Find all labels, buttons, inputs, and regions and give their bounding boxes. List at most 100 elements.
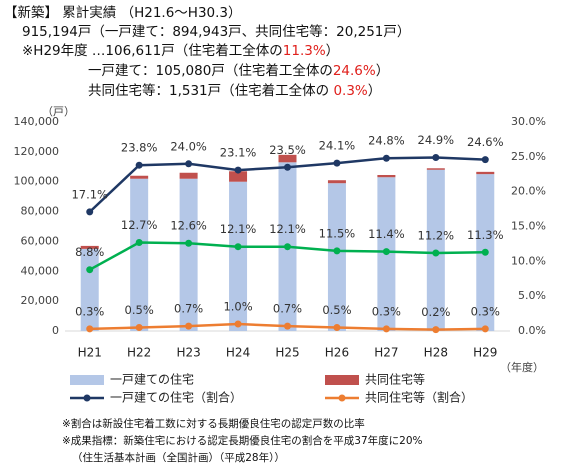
data-label: 23.1% <box>220 146 257 160</box>
x-tick-label: H27 <box>374 346 398 360</box>
header-text: 【新築】 累計実績 （H21.6～H30.3） <box>4 5 242 21</box>
point <box>333 247 341 255</box>
footnote: （住生活基本計画（全国計画）（平成28年）） <box>72 451 285 464</box>
data-label: 24.9% <box>418 133 455 147</box>
data-label: 24.1% <box>319 139 356 153</box>
data-label: 0.5% <box>322 303 351 317</box>
x-tick-label: H23 <box>176 346 200 360</box>
point <box>234 320 242 328</box>
footnote: ※成果指標：新築住宅における認定長期優良住宅の割合を平成37年度に20% <box>62 434 423 447</box>
bar <box>130 175 149 179</box>
data-label: 24.8% <box>368 134 405 148</box>
data-label: 12.1% <box>220 222 257 236</box>
data-label: 0.7% <box>273 302 302 316</box>
header-line: ※H29年度 …106,611戸（住宅着工全体の11.3%） <box>22 42 339 59</box>
point <box>432 154 440 162</box>
y-tick-label: 140,000 <box>14 115 60 128</box>
header-text: ） <box>326 43 340 59</box>
y2-tick-label: 30.0% <box>511 115 546 128</box>
point <box>432 249 440 257</box>
header-line: 915,194戸（一戸建て：894,943戸、共同住宅等：20,251戸） <box>22 23 410 40</box>
point <box>284 163 291 171</box>
bar <box>278 154 297 163</box>
y2-tick-label: 0.0% <box>518 324 546 337</box>
legend-swatch <box>70 375 104 385</box>
bar <box>426 168 445 170</box>
data-label: 0.5% <box>125 303 154 317</box>
header-text: 0.3% <box>333 83 367 99</box>
data-label: 0.3% <box>471 304 500 318</box>
point <box>481 248 489 256</box>
x-axis-title: （年度） <box>500 360 544 374</box>
header-text: ※H29年度 …106,611戸（住宅着工全体の <box>22 42 283 59</box>
x-tick-label: H22 <box>127 346 151 360</box>
point <box>382 154 390 162</box>
y-tick-label: 20,000 <box>21 294 60 307</box>
legend-swatch <box>325 375 359 385</box>
data-label: 12.6% <box>170 219 207 233</box>
point <box>86 208 94 216</box>
x-tick-label: H21 <box>78 346 102 360</box>
point <box>333 324 341 332</box>
point <box>185 322 193 330</box>
header-text: 11.3% <box>283 43 326 59</box>
legend-label: 一戸建ての住宅（割合） <box>110 390 242 405</box>
point <box>234 243 242 251</box>
data-label: 17.1% <box>71 187 108 201</box>
point <box>135 324 143 332</box>
x-tick-label: H29 <box>473 346 497 360</box>
legend-label: 共同住宅等 <box>365 372 425 387</box>
header-text: 24.6% <box>333 63 376 79</box>
x-tick-label: H28 <box>424 346 448 360</box>
y-tick-label: 40,000 <box>21 264 60 277</box>
data-label: 1.0% <box>223 300 252 314</box>
header-text: ） <box>376 63 390 79</box>
bar <box>229 181 248 331</box>
point <box>432 326 440 334</box>
point <box>382 325 390 333</box>
header-line: 共同住宅等：1,531戸（住宅着工全体の 0.3%） <box>88 82 381 99</box>
data-label: 23.5% <box>269 143 306 157</box>
point <box>135 239 143 247</box>
bar <box>377 174 396 178</box>
point <box>86 266 94 274</box>
data-label: 24.0% <box>170 139 207 153</box>
point <box>86 325 94 333</box>
header-text: ） <box>368 83 382 99</box>
point <box>185 239 193 247</box>
y2-tick-label: 10.0% <box>511 254 546 267</box>
bar <box>179 178 198 331</box>
data-label: 11.3% <box>467 228 504 242</box>
footnote: ※割合は新設住宅着工数に対する長期優良住宅の認定戸数の比率 <box>62 417 365 430</box>
y-tick-label: 60,000 <box>21 234 60 247</box>
data-label: 12.7% <box>121 218 158 232</box>
bar <box>80 248 99 331</box>
point <box>135 161 143 169</box>
header-text: 一戸建て：105,080戸（住宅着工全体の <box>88 62 333 79</box>
y-axis-title: （戸） <box>42 105 75 118</box>
data-label: 12.1% <box>269 222 306 236</box>
data-label: 8.8% <box>75 245 104 259</box>
point <box>333 159 341 167</box>
x-tick-label: H25 <box>275 346 299 360</box>
x-tick-label: H26 <box>325 346 349 360</box>
y2-tick-label: 15.0% <box>511 220 546 233</box>
point <box>185 160 193 168</box>
bar <box>327 183 346 331</box>
point <box>382 248 390 256</box>
y-tick-label: 120,000 <box>14 145 60 158</box>
data-label: 24.6% <box>467 135 504 149</box>
bar <box>130 178 149 331</box>
point <box>481 156 489 164</box>
data-label: 23.8% <box>121 141 158 155</box>
data-label: 11.5% <box>319 226 356 240</box>
data-label: 0.7% <box>174 302 203 316</box>
point <box>481 325 489 333</box>
point <box>284 322 291 330</box>
y-tick-label: 80,000 <box>21 205 60 218</box>
x-tick-label: H24 <box>226 346 250 360</box>
legend-label: 共同住宅等（割合） <box>365 390 473 405</box>
point <box>234 166 242 174</box>
point <box>284 243 291 251</box>
